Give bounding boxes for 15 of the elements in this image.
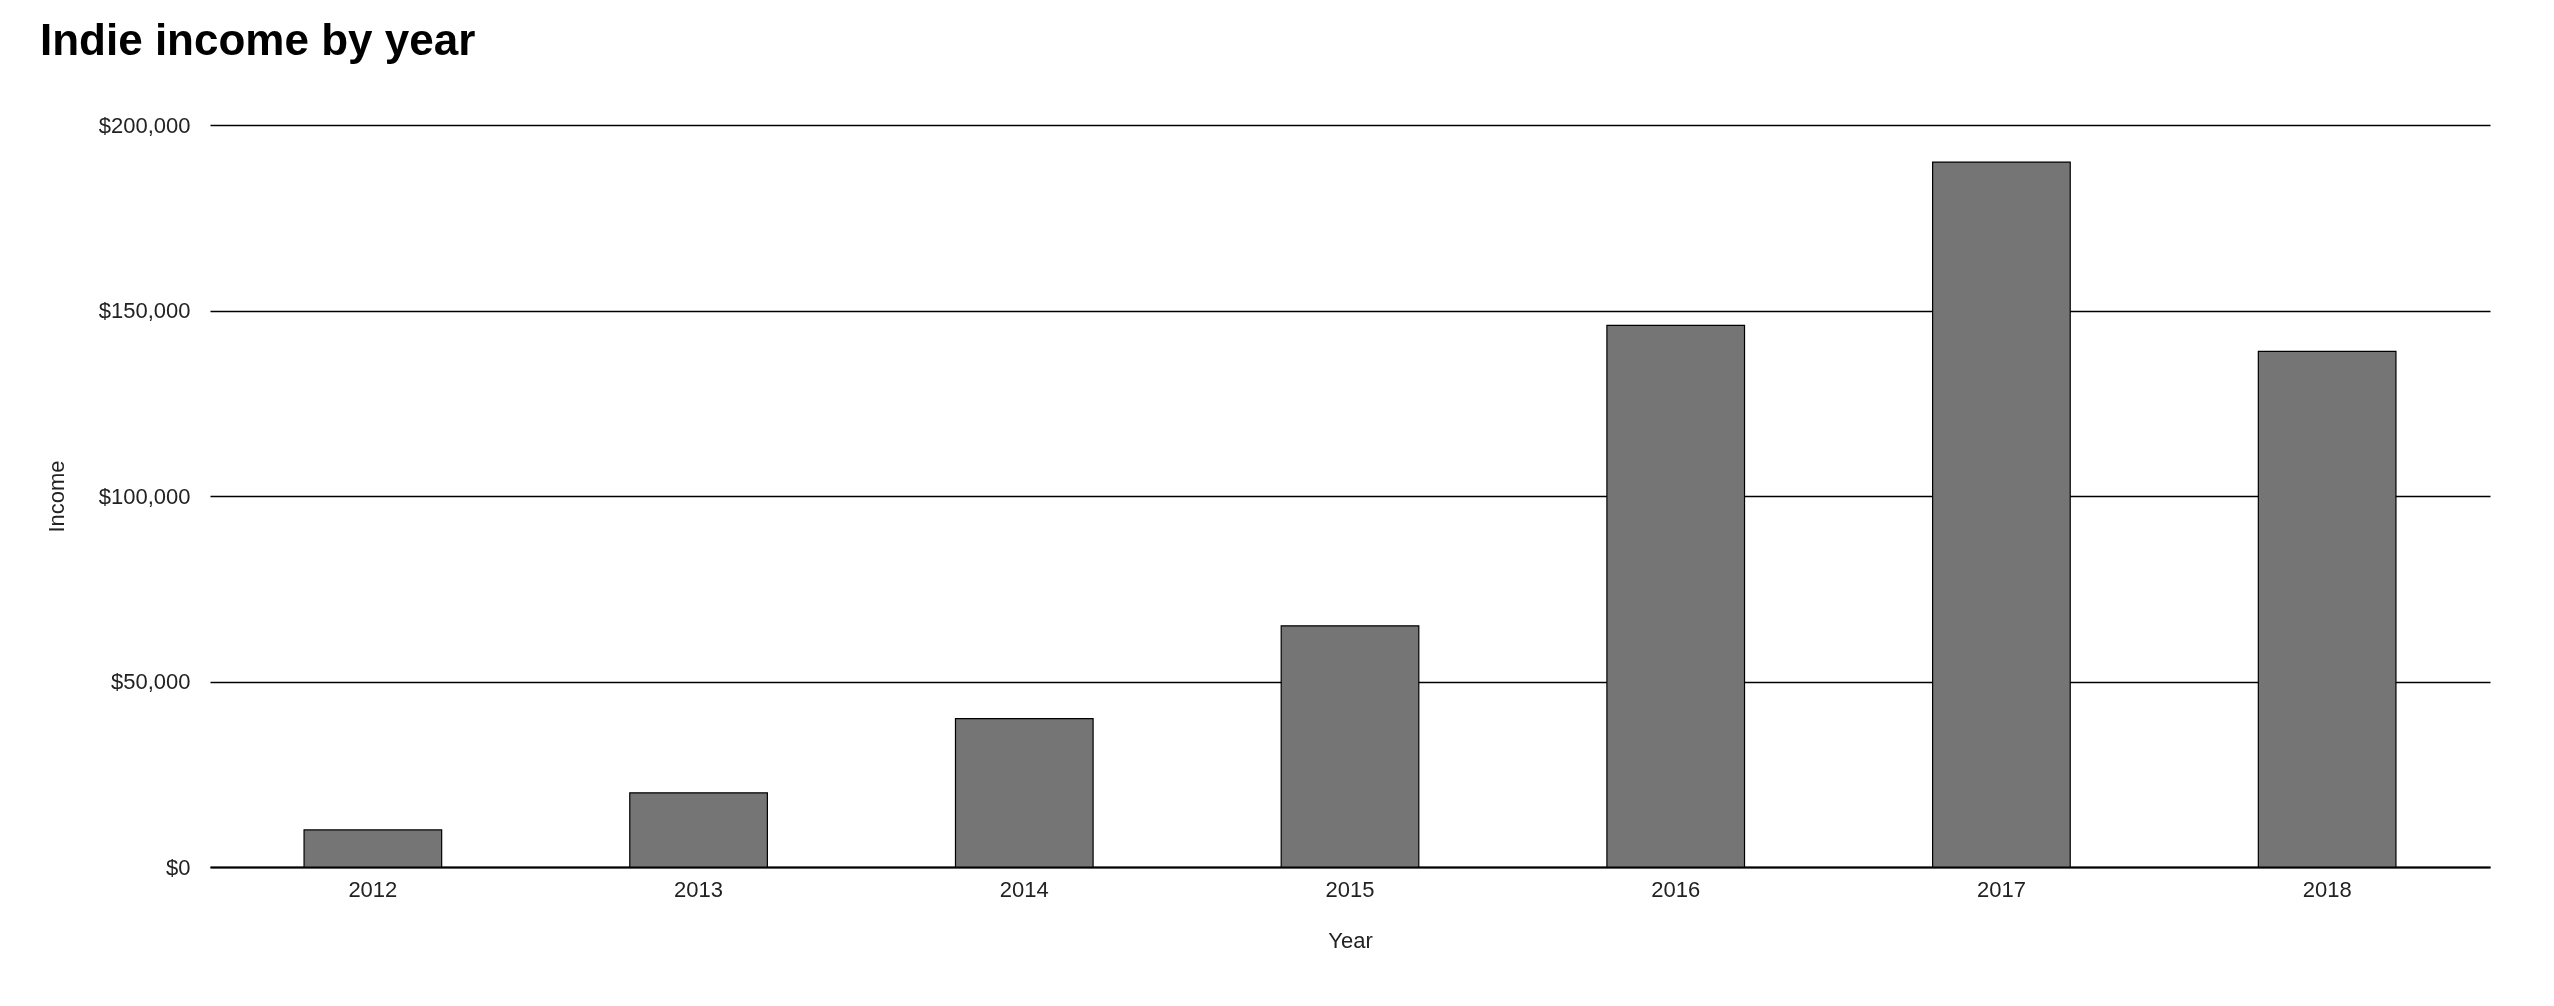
x-tick-label: 2015 bbox=[1325, 876, 1375, 902]
chart-title: Indie income by year bbox=[40, 15, 476, 64]
y-tick-label: $50,000 bbox=[110, 669, 191, 694]
x-tick-label: 2013 bbox=[674, 876, 724, 902]
y-tick-label: $100,000 bbox=[98, 483, 191, 509]
x-tick-label: 2012 bbox=[348, 876, 398, 902]
x-tick-label: 2016 bbox=[1651, 876, 1701, 902]
y-tick-label: $200,000 bbox=[98, 112, 191, 138]
x-axis-title: Year bbox=[1328, 927, 1373, 953]
x-tick-label: 2018 bbox=[2302, 876, 2352, 902]
x-tick-label: 2017 bbox=[1976, 876, 2026, 902]
x-tick-label: 2014 bbox=[999, 876, 1049, 902]
y-axis-title: Income bbox=[43, 460, 69, 533]
y-tick-label: $150,000 bbox=[98, 298, 191, 323]
y-tick-label: $0 bbox=[166, 854, 191, 880]
